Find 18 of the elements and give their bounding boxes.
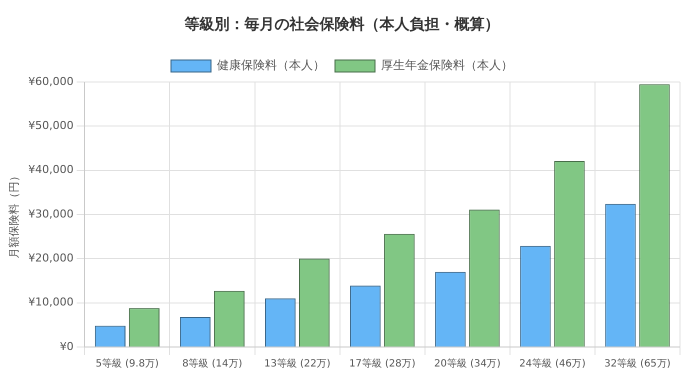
legend-label: 厚生年金保険料（本人） — [381, 58, 513, 72]
x-tick-label: 8等級 (14万) — [182, 358, 242, 370]
chart-title: 等級別：毎月の社会保険料（本人負担・概算） — [184, 14, 500, 33]
y-tick-label: ¥0 — [60, 340, 74, 353]
x-tick-label: 20等級 (34万) — [434, 358, 501, 370]
y-tick-label: ¥40,000 — [28, 163, 74, 176]
y-axis-title: 月額保険料（円） — [7, 170, 20, 258]
y-tick-label: ¥60,000 — [28, 74, 74, 88]
y-tick-label: ¥30,000 — [28, 207, 74, 220]
x-tick-label: 32等級 (65万) — [604, 358, 671, 370]
x-tick-label: 5等級 (9.8万) — [96, 358, 159, 370]
y-tick-label: ¥50,000 — [28, 119, 74, 132]
legend-label: 健康保険料（本人） — [217, 58, 325, 72]
x-tick-label: 24等級 (46万) — [519, 358, 586, 370]
x-tick-label: 13等級 (22万) — [264, 358, 331, 370]
y-tick-label: ¥10,000 — [28, 296, 74, 309]
x-tick-label: 17等級 (28万) — [349, 358, 416, 370]
y-tick-label: ¥20,000 — [28, 252, 74, 265]
